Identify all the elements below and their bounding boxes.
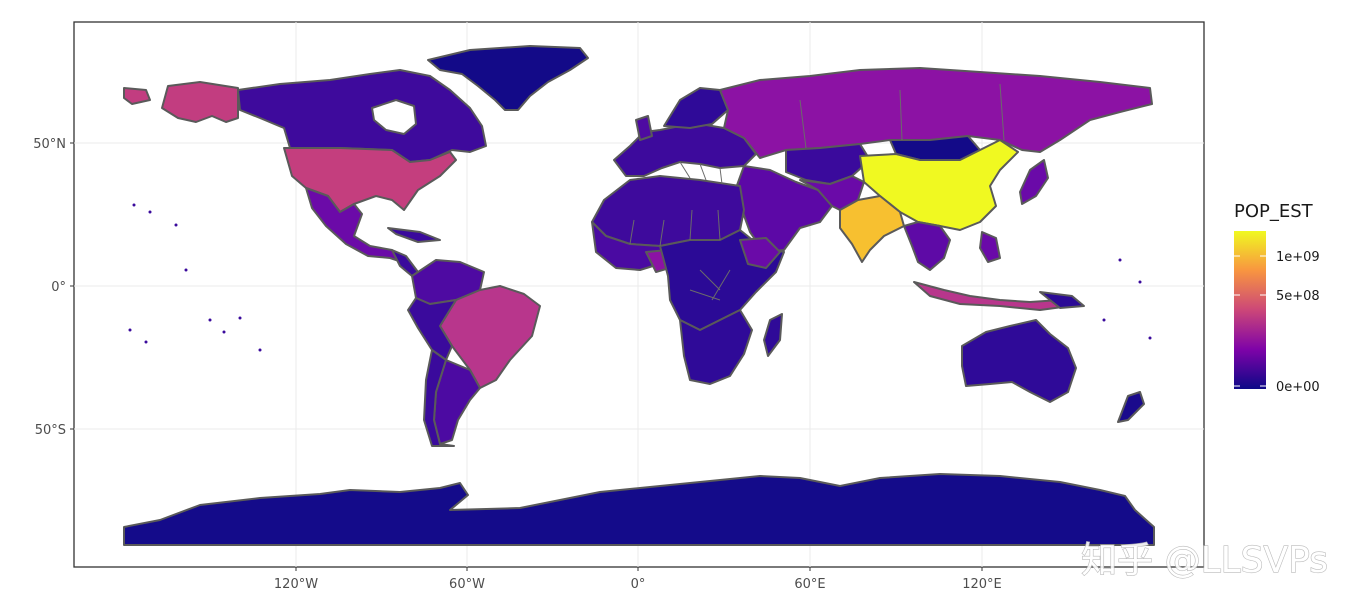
legend: POP_EST 1e+09 5e+08 0e+00 xyxy=(1234,201,1320,395)
legend-ticks xyxy=(1234,255,1266,387)
legend-colorbar xyxy=(1234,231,1266,389)
russia xyxy=(719,67,1153,159)
greenland xyxy=(427,45,589,111)
legend-label: 5e+08 xyxy=(1276,289,1320,304)
watermark: 知乎 @LLSVPs xyxy=(1081,540,1328,581)
x-tick-label: 60°W xyxy=(449,577,485,592)
x-tick-label: 120°W xyxy=(274,577,318,592)
alaska xyxy=(161,81,239,123)
uk xyxy=(635,115,653,141)
madagascar xyxy=(763,313,783,357)
legend-title: POP_EST xyxy=(1234,201,1314,222)
southern-africa xyxy=(679,309,753,385)
pacific-islands xyxy=(128,203,1152,352)
y-tick-label: 0° xyxy=(51,280,66,295)
axis-ticks xyxy=(70,142,983,571)
y-tick-label: 50°N xyxy=(33,137,66,152)
papua xyxy=(1039,291,1085,309)
y-tick-label: 50°S xyxy=(35,423,66,438)
ethiopia xyxy=(739,237,781,269)
x-tick-label: 0° xyxy=(631,577,646,592)
country-borders xyxy=(629,83,1005,301)
japan xyxy=(1019,159,1049,205)
hudson-bay xyxy=(371,99,417,135)
australia xyxy=(961,319,1077,403)
cuba xyxy=(387,227,441,243)
peru-bolivia xyxy=(407,297,457,361)
x-tick-label: 120°E xyxy=(962,577,1002,592)
legend-label: 0e+00 xyxy=(1276,380,1320,395)
new-zealand xyxy=(1117,391,1145,423)
india xyxy=(839,195,905,263)
alaska-west xyxy=(123,87,151,105)
legend-label: 1e+09 xyxy=(1276,250,1320,265)
x-tick-label: 60°E xyxy=(794,577,825,592)
philippines xyxy=(979,231,1001,263)
southeast-asia xyxy=(903,221,951,271)
canada xyxy=(237,69,487,163)
antarctica xyxy=(123,473,1155,546)
chile xyxy=(423,349,455,447)
